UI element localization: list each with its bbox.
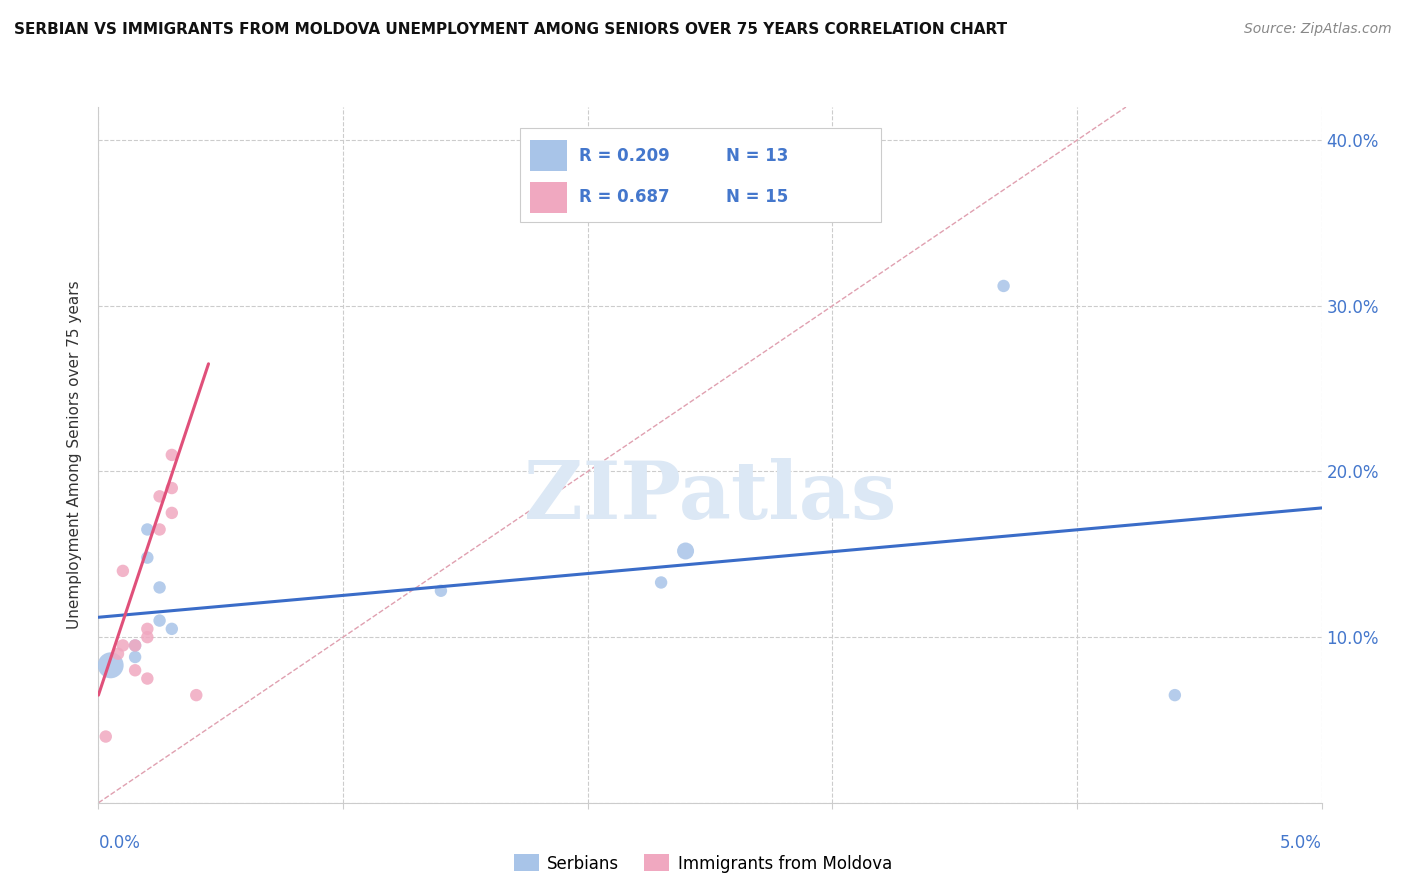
Point [149,614,172,628]
FancyBboxPatch shape [520,128,882,222]
Text: 5.0%: 5.0% [1279,834,1322,852]
Text: SERBIAN VS IMMIGRANTS FROM MOLDOVA UNEMPLOYMENT AMONG SENIORS OVER 75 YEARS CORR: SERBIAN VS IMMIGRANTS FROM MOLDOVA UNEMP… [14,22,1007,37]
Point [94,730,117,744]
Point [149,489,172,503]
Point [149,581,172,595]
Point [111,564,134,578]
Legend: Serbians, Immigrants from Moldova: Serbians, Immigrants from Moldova [508,847,898,880]
Point [136,630,159,644]
Text: N = 15: N = 15 [725,188,789,206]
Point [160,448,183,462]
Point [136,550,159,565]
Point [1164,688,1187,702]
Point [993,279,1015,293]
Text: R = 0.687: R = 0.687 [579,188,669,206]
Point [186,688,208,702]
Text: 0.0%: 0.0% [98,834,141,852]
Text: Source: ZipAtlas.com: Source: ZipAtlas.com [1244,22,1392,37]
Text: ZIPatlas: ZIPatlas [524,458,896,536]
FancyBboxPatch shape [530,140,567,171]
Point [160,506,183,520]
Point [124,650,146,665]
Point [136,523,159,537]
Point [160,622,183,636]
Point [136,672,159,686]
Point [136,622,159,636]
Point [100,658,122,673]
Point [124,639,146,653]
Point [160,481,183,495]
Point [111,639,134,653]
Point [149,523,172,537]
Point [107,647,129,661]
Y-axis label: Unemployment Among Seniors over 75 years: Unemployment Among Seniors over 75 years [67,281,83,629]
FancyBboxPatch shape [530,182,567,213]
Point [430,583,453,598]
Point [124,639,146,653]
Point [650,575,672,590]
Text: R = 0.209: R = 0.209 [579,147,669,165]
Point [675,544,697,558]
Point [124,663,146,677]
Text: N = 13: N = 13 [725,147,789,165]
